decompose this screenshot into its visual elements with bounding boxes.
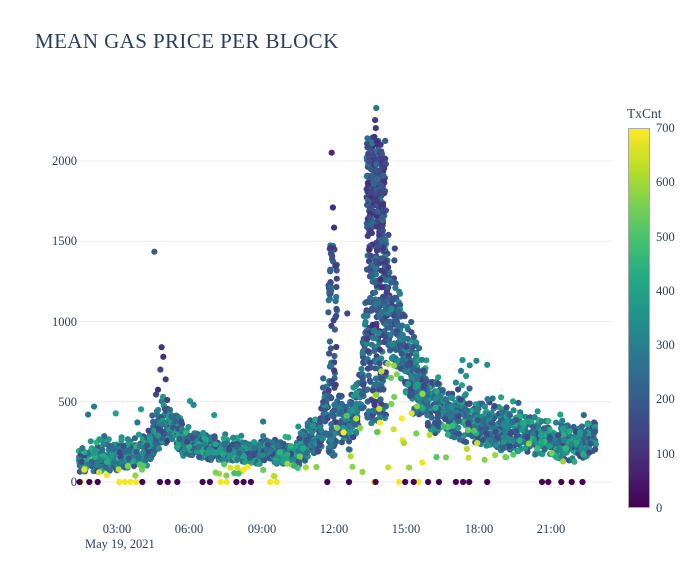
y-axis-tick-label: 1500 [52,234,77,248]
x-axis-tick-label: 15:00 [391,522,421,536]
colorbar-tick-label: 500 [656,230,675,244]
y-axis-tick-label: 500 [58,395,77,409]
x-axis-date-label: May 19, 2021 [85,537,155,551]
colorbar-gradient [629,129,649,507]
x-axis-tick-label: 03:00 [102,522,132,536]
colorbar-tick-label: 100 [656,447,675,461]
x-axis-tick-label: 18:00 [464,522,494,536]
colorbar-title: TxCnt [627,106,662,121]
x-axis-tick-label: 06:00 [174,522,204,536]
x-axis-tick-label: 21:00 [536,522,566,536]
chart-title: MEAN GAS PRICE PER BLOCK [35,29,339,53]
colorbar-tick-label: 200 [656,392,675,406]
colorbar-tick-label: 600 [656,175,675,189]
colorbar-tick-label: 400 [656,284,675,298]
x-axis-tick-label: 12:00 [319,522,349,536]
x-axis-tick-label: 09:00 [247,522,277,536]
colorbar-tick-label: 300 [656,338,675,352]
y-axis-tick-label: 2000 [52,154,77,168]
y-axis-tick-label: 1000 [52,315,77,329]
colorbar-tick-label: 700 [656,121,675,135]
colorbar-tick-label: 0 [656,501,663,515]
colorbar[interactable] [628,128,650,508]
y-axis-tick-label: 0 [70,475,77,489]
